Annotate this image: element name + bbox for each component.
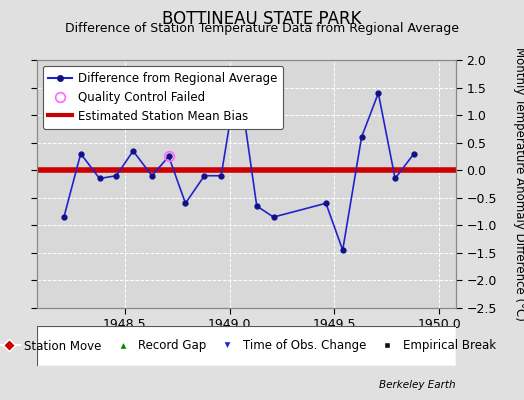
FancyBboxPatch shape (37, 326, 456, 366)
Text: Difference of Station Temperature Data from Regional Average: Difference of Station Temperature Data f… (65, 22, 459, 35)
Text: Berkeley Earth: Berkeley Earth (379, 380, 456, 390)
Text: BOTTINEAU STATE PARK: BOTTINEAU STATE PARK (162, 10, 362, 28)
Legend: Station Move, Record Gap, Time of Obs. Change, Empirical Break: Station Move, Record Gap, Time of Obs. C… (0, 336, 499, 356)
Legend: Difference from Regional Average, Quality Control Failed, Estimated Station Mean: Difference from Regional Average, Qualit… (42, 66, 283, 128)
Y-axis label: Monthly Temperature Anomaly Difference (°C): Monthly Temperature Anomaly Difference (… (514, 47, 524, 321)
